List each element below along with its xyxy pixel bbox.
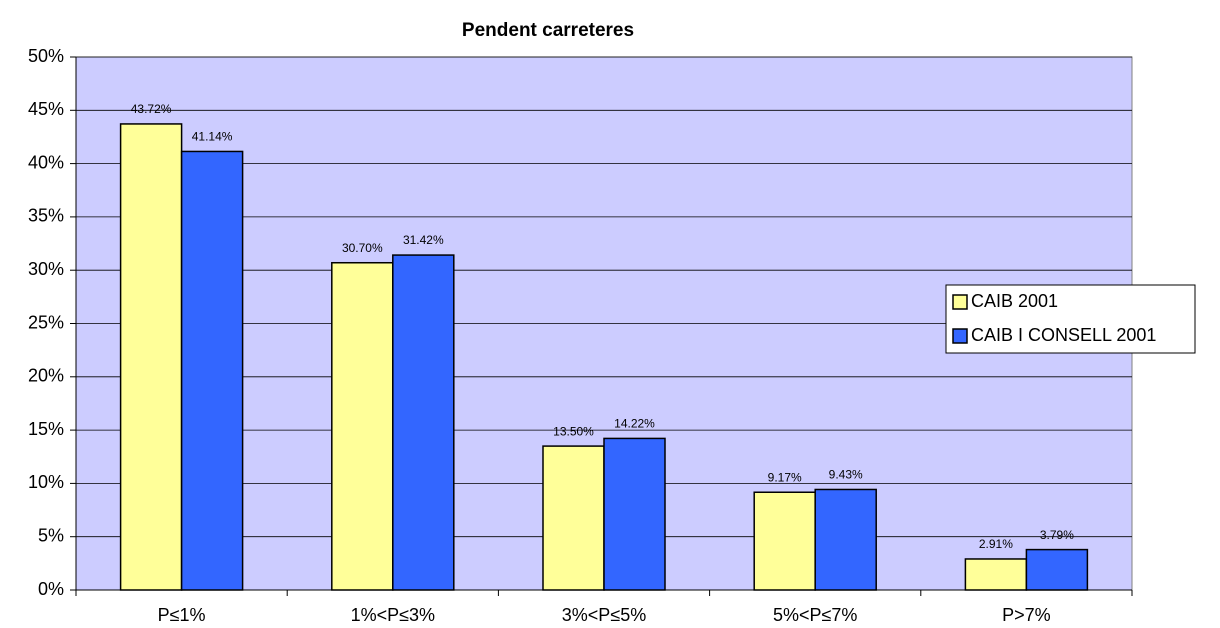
legend-label: CAIB 2001 bbox=[971, 291, 1058, 311]
x-tick-label: P≤1% bbox=[158, 605, 206, 625]
y-tick-label: 35% bbox=[28, 206, 64, 226]
value-label: 13.50% bbox=[553, 424, 594, 438]
legend-swatch bbox=[952, 294, 968, 310]
y-tick-label: 50% bbox=[28, 46, 64, 66]
y-tick-label: 45% bbox=[28, 99, 64, 119]
value-label: 14.22% bbox=[614, 417, 655, 431]
x-tick-label: 3%<P≤5% bbox=[562, 605, 646, 625]
value-label: 2.91% bbox=[979, 537, 1013, 551]
y-tick-label: 5% bbox=[38, 525, 64, 545]
value-label: 9.43% bbox=[829, 468, 863, 482]
bar bbox=[1025, 548, 1089, 591]
bar bbox=[603, 437, 666, 591]
bar bbox=[119, 123, 183, 591]
y-tick-label: 10% bbox=[28, 472, 64, 492]
y-tick-label: 20% bbox=[28, 366, 64, 386]
value-label: 41.14% bbox=[192, 130, 233, 144]
bar bbox=[331, 261, 394, 591]
legend-box bbox=[945, 284, 1196, 354]
x-tick-label: P>7% bbox=[1002, 605, 1051, 625]
chart-title: Pendent carreteres bbox=[462, 20, 634, 41]
bar bbox=[964, 558, 1028, 591]
legend-swatch bbox=[952, 328, 968, 344]
x-tick-label: 1%<P≤3% bbox=[351, 605, 435, 625]
value-label: 43.72% bbox=[131, 102, 172, 116]
legend-label: CAIB I CONSELL 2001 bbox=[971, 325, 1156, 345]
bar bbox=[814, 488, 877, 591]
y-tick-label: 40% bbox=[28, 152, 64, 172]
y-tick-label: 25% bbox=[28, 312, 64, 332]
bar bbox=[180, 150, 244, 591]
y-tick-label: 30% bbox=[28, 259, 64, 279]
value-label: 9.17% bbox=[768, 470, 802, 484]
bar bbox=[392, 254, 455, 591]
bar bbox=[542, 445, 605, 591]
x-tick-label: 5%<P≤7% bbox=[773, 605, 857, 625]
value-label: 3.79% bbox=[1040, 528, 1074, 542]
y-tick-label: 0% bbox=[38, 579, 64, 599]
bar bbox=[753, 491, 816, 591]
y-tick-label: 15% bbox=[28, 419, 64, 439]
value-label: 30.70% bbox=[342, 241, 383, 255]
value-label: 31.42% bbox=[403, 233, 444, 247]
